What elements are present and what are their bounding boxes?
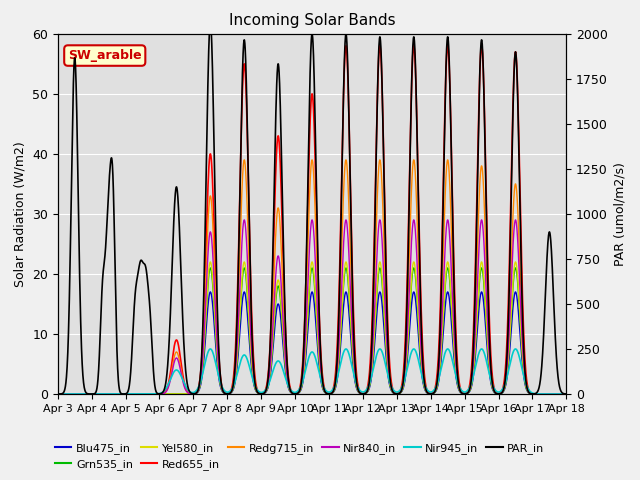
Nir840_in bbox=[249, 364, 257, 370]
Nir840_in bbox=[54, 391, 61, 397]
Yel580_in bbox=[142, 391, 150, 397]
Red655_in bbox=[112, 391, 120, 397]
Nir840_in bbox=[112, 391, 120, 397]
Yel580_in bbox=[271, 305, 278, 311]
Line: PAR_in: PAR_in bbox=[58, 22, 566, 394]
PAR_in bbox=[207, 19, 214, 25]
PAR_in bbox=[271, 146, 279, 152]
Nir945_in bbox=[511, 346, 519, 352]
Blu475_in bbox=[112, 391, 120, 397]
Nir840_in bbox=[271, 287, 278, 293]
Line: Yel580_in: Yel580_in bbox=[58, 262, 566, 394]
Redg715_in bbox=[498, 389, 506, 395]
Red655_in bbox=[54, 391, 61, 397]
Yel580_in bbox=[54, 391, 61, 397]
Red655_in bbox=[498, 388, 506, 394]
Nir840_in bbox=[511, 217, 519, 223]
Grn535_in bbox=[112, 391, 120, 397]
Redg715_in bbox=[444, 157, 451, 163]
Blu475_in bbox=[563, 391, 570, 397]
Nir945_in bbox=[271, 362, 278, 368]
Red655_in bbox=[553, 391, 561, 397]
Nir840_in bbox=[563, 391, 570, 397]
Red655_in bbox=[563, 391, 570, 397]
Nir945_in bbox=[553, 391, 561, 397]
Redg715_in bbox=[553, 391, 561, 397]
Yel580_in bbox=[498, 390, 506, 396]
Red655_in bbox=[477, 43, 485, 49]
Red655_in bbox=[271, 197, 278, 203]
Blu475_in bbox=[54, 391, 61, 397]
Nir945_in bbox=[112, 391, 120, 397]
Redg715_in bbox=[112, 391, 120, 397]
Title: Incoming Solar Bands: Incoming Solar Bands bbox=[228, 13, 396, 28]
PAR_in bbox=[553, 356, 561, 362]
PAR_in bbox=[142, 265, 150, 271]
Y-axis label: PAR (umol/m2/s): PAR (umol/m2/s) bbox=[614, 162, 627, 266]
PAR_in bbox=[563, 391, 570, 397]
Redg715_in bbox=[563, 391, 570, 397]
PAR_in bbox=[112, 301, 120, 307]
Yel580_in bbox=[563, 391, 570, 397]
Nir840_in bbox=[142, 391, 150, 397]
Grn535_in bbox=[249, 372, 257, 378]
Blu475_in bbox=[553, 391, 561, 397]
Line: Red655_in: Red655_in bbox=[58, 46, 566, 394]
Redg715_in bbox=[142, 391, 150, 397]
Grn535_in bbox=[498, 390, 506, 396]
Nir945_in bbox=[498, 387, 506, 393]
Y-axis label: Solar Radiation (W/m2): Solar Radiation (W/m2) bbox=[13, 141, 26, 287]
Nir945_in bbox=[563, 391, 570, 397]
Blu475_in bbox=[498, 390, 506, 396]
Grn535_in bbox=[271, 310, 278, 315]
Yel580_in bbox=[511, 259, 519, 265]
PAR_in bbox=[498, 390, 506, 396]
Grn535_in bbox=[142, 391, 150, 397]
Yel580_in bbox=[553, 391, 561, 397]
Nir945_in bbox=[142, 391, 150, 397]
Blu475_in bbox=[249, 375, 257, 381]
Blu475_in bbox=[511, 289, 519, 295]
Nir840_in bbox=[498, 390, 506, 396]
Yel580_in bbox=[112, 391, 120, 397]
Blu475_in bbox=[142, 391, 150, 397]
Red655_in bbox=[249, 341, 257, 347]
Red655_in bbox=[142, 391, 150, 397]
Redg715_in bbox=[271, 251, 278, 257]
Blu475_in bbox=[271, 323, 278, 329]
Line: Nir840_in: Nir840_in bbox=[58, 220, 566, 394]
Nir945_in bbox=[249, 376, 257, 382]
Nir945_in bbox=[54, 391, 61, 397]
Line: Blu475_in: Blu475_in bbox=[58, 292, 566, 394]
Nir840_in bbox=[553, 391, 561, 397]
Line: Grn535_in: Grn535_in bbox=[58, 268, 566, 394]
PAR_in bbox=[249, 355, 257, 361]
Text: SW_arable: SW_arable bbox=[68, 49, 141, 62]
Redg715_in bbox=[54, 391, 61, 397]
Grn535_in bbox=[553, 391, 561, 397]
Grn535_in bbox=[511, 265, 519, 271]
Yel580_in bbox=[249, 371, 257, 377]
Line: Redg715_in: Redg715_in bbox=[58, 160, 566, 394]
Grn535_in bbox=[563, 391, 570, 397]
Line: Nir945_in: Nir945_in bbox=[58, 349, 566, 394]
PAR_in bbox=[54, 391, 61, 397]
Grn535_in bbox=[54, 391, 61, 397]
Redg715_in bbox=[249, 355, 257, 361]
Legend: Blu475_in, Grn535_in, Yel580_in, Red655_in, Redg715_in, Nir840_in, Nir945_in, PA: Blu475_in, Grn535_in, Yel580_in, Red655_… bbox=[51, 438, 549, 474]
